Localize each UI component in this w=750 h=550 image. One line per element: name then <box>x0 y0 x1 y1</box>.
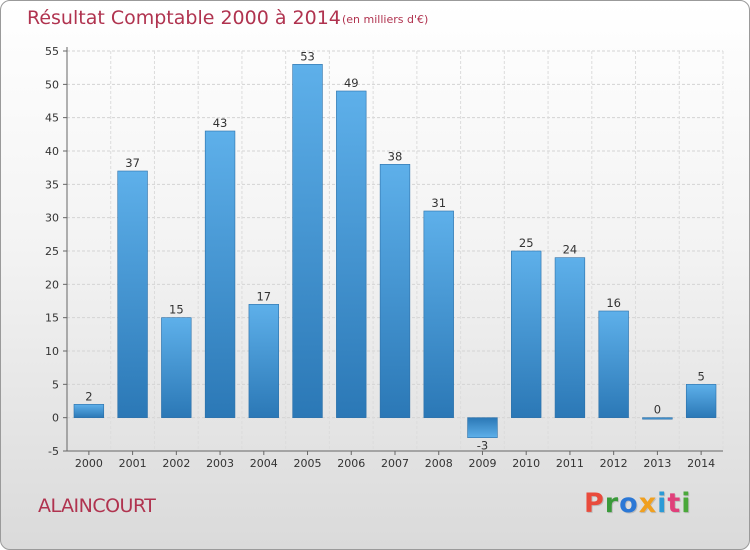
chart-subtitle: (en milliers d'€) <box>342 13 429 26</box>
bar <box>204 130 236 418</box>
bar <box>117 170 148 418</box>
bar <box>161 317 192 418</box>
bar <box>467 417 498 438</box>
y-tick-label: 30 <box>45 212 59 225</box>
x-tick-label: 2008 <box>425 457 453 470</box>
y-tick-label: -5 <box>48 445 59 458</box>
data-label: 25 <box>519 236 534 250</box>
brand-logo-letter: i <box>681 488 692 519</box>
data-label: 17 <box>256 289 271 303</box>
brand-logo-letter: r <box>604 488 620 519</box>
y-tick-label: 20 <box>45 278 59 291</box>
brand-logo-letter: t <box>667 488 682 519</box>
y-tick-label: 0 <box>52 412 59 425</box>
brand-logo-letter: P <box>584 488 605 519</box>
y-tick-label: 15 <box>45 312 59 325</box>
x-tick-label: 2004 <box>250 457 278 470</box>
y-tick-label: 5 <box>52 378 59 391</box>
bar <box>685 384 717 418</box>
y-tick-label: 40 <box>45 145 59 158</box>
x-tick-label: 2006 <box>337 457 365 470</box>
x-tick-label: 2009 <box>468 457 496 470</box>
data-label: 37 <box>125 156 140 170</box>
data-label: 2 <box>85 389 92 403</box>
x-tick-label: 2013 <box>643 457 671 470</box>
x-tick-label: 2014 <box>687 457 715 470</box>
data-label: 43 <box>213 116 228 130</box>
data-label: 49 <box>344 76 359 90</box>
data-label: 38 <box>388 149 403 163</box>
x-tick-label: 2003 <box>206 457 234 470</box>
data-label: 0 <box>654 403 661 417</box>
bar <box>554 257 586 418</box>
brand-logo: Proxiti <box>584 488 692 519</box>
bar <box>423 210 454 418</box>
commune-name: ALAINCOURT <box>38 495 156 517</box>
bar <box>642 417 673 420</box>
bar <box>292 64 323 418</box>
bar <box>336 90 367 418</box>
x-tick-label: 2002 <box>162 457 190 470</box>
data-label: 31 <box>431 196 446 210</box>
y-tick-label: 10 <box>45 345 59 358</box>
y-tick-label: 45 <box>45 112 59 125</box>
y-tick-label: 25 <box>45 245 59 258</box>
y-tick-label: 35 <box>45 178 59 191</box>
bar <box>511 250 542 418</box>
x-tick-label: 2012 <box>600 457 628 470</box>
data-label: 5 <box>697 369 704 383</box>
brand-logo-letter: o <box>619 488 639 519</box>
bar <box>379 164 411 418</box>
x-tick-label: 2001 <box>119 457 147 470</box>
data-label: 16 <box>606 296 621 310</box>
bar <box>598 310 629 418</box>
bar <box>73 404 105 418</box>
y-tick-label: 50 <box>45 78 59 91</box>
data-label: 53 <box>300 49 315 63</box>
bar <box>248 304 279 418</box>
y-tick-label: 55 <box>45 45 59 58</box>
x-tick-label: 2000 <box>75 457 103 470</box>
x-tick-label: 2005 <box>294 457 322 470</box>
brand-logo-letter: i <box>657 488 668 519</box>
x-tick-label: 2007 <box>381 457 409 470</box>
data-label: 15 <box>169 303 184 317</box>
data-label: -3 <box>477 439 488 453</box>
data-label: 24 <box>563 243 578 257</box>
chart-title: Résultat Comptable 2000 à 2014 <box>27 7 341 29</box>
x-tick-label: 2011 <box>556 457 584 470</box>
brand-logo-letter: x <box>638 488 658 519</box>
x-tick-label: 2010 <box>512 457 540 470</box>
